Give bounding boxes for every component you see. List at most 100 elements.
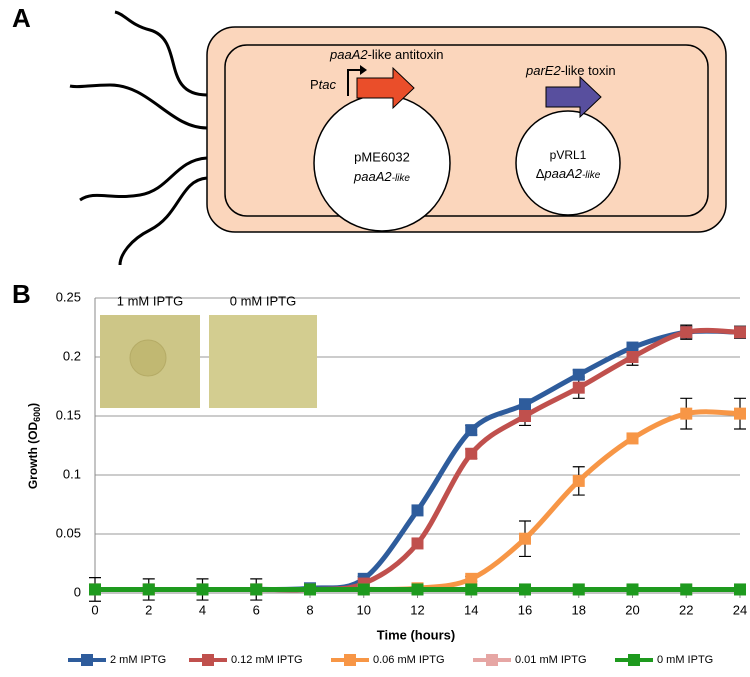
flagellum	[79, 156, 208, 202]
promoter-label: Ptac	[310, 77, 337, 92]
marker	[680, 407, 693, 420]
x-tick-label: 16	[518, 602, 532, 617]
x-tick-label: 20	[625, 602, 639, 617]
gene-name: paaA2	[543, 166, 582, 181]
plasmid-insert: ΔpaaA2-like	[536, 166, 601, 181]
x-tick-label: 0	[91, 602, 98, 617]
label-text: Growth (OD	[26, 422, 40, 490]
x-tick-label: 4	[199, 602, 206, 617]
marker	[734, 407, 746, 420]
x-tick-label: 10	[357, 602, 371, 617]
marker	[572, 368, 585, 381]
marker	[734, 583, 746, 596]
marker	[142, 583, 155, 596]
legend-label: 0.01 mM IPTG	[515, 654, 587, 666]
marker	[572, 381, 585, 394]
marker	[626, 583, 639, 596]
legend-marker	[202, 654, 214, 666]
legend-marker	[628, 654, 640, 666]
halo	[129, 339, 167, 377]
gene-name: paaA2	[353, 169, 392, 184]
marker	[465, 572, 478, 585]
marker	[680, 583, 693, 596]
x-tick-label: 12	[410, 602, 424, 617]
marker	[465, 447, 478, 460]
label-text: Δ	[536, 166, 545, 181]
legend-label: 0 mM IPTG	[657, 654, 713, 666]
marker	[250, 583, 263, 596]
flagella	[69, 10, 208, 266]
legend-marker	[344, 654, 356, 666]
legend-marker	[486, 654, 498, 666]
flagellum	[118, 176, 208, 266]
marker	[411, 504, 424, 517]
toxin-gene	[545, 75, 602, 119]
y-tick-label: 0.2	[63, 348, 81, 363]
y-tick-label: 0.25	[56, 289, 81, 304]
marker	[465, 424, 478, 437]
panel-label: B	[12, 279, 31, 309]
marker	[519, 398, 531, 411]
legend-label: 0.06 mM IPTG	[373, 654, 445, 666]
toxin-label: parE2-like toxin	[525, 63, 616, 78]
flagellum	[69, 83, 208, 130]
gene-name: paaA2	[329, 47, 368, 62]
label-text: P	[310, 77, 319, 92]
plate-photo	[209, 315, 317, 408]
antitoxin-label: paaA2-like antitoxin	[329, 47, 443, 62]
plasmid	[515, 110, 621, 216]
x-tick-label: 18	[572, 602, 586, 617]
marker	[89, 583, 101, 596]
plot: 00.050.10.150.20.250 2 4 6 8 10 12 14 16 18 20 22 24…	[56, 289, 747, 666]
marker	[519, 410, 531, 422]
marker	[680, 326, 693, 339]
legend-label: 0.12 mM IPTG	[231, 654, 303, 666]
label-text: -like antitoxin	[368, 47, 444, 62]
promoter-arrowhead	[360, 65, 367, 75]
x-axis-title: Time (hours)	[377, 627, 456, 642]
y-tick-label: 0	[74, 584, 81, 599]
label-text: -like toxin	[561, 63, 616, 78]
marker	[357, 583, 370, 596]
marker	[626, 351, 639, 363]
label-text: -like	[582, 170, 601, 181]
plasmid-name: pME6032	[354, 149, 410, 164]
flagellum	[114, 10, 208, 97]
label-text: tac	[319, 77, 337, 92]
legend-marker	[81, 654, 93, 666]
y-axis-title: Growth (OD600)	[26, 403, 42, 489]
inset-label: 1 mM IPTG	[117, 293, 183, 308]
marker	[411, 537, 424, 550]
marker	[626, 341, 639, 354]
plasmid-name: pVRL1	[550, 148, 587, 162]
marker	[519, 583, 531, 596]
series-line	[95, 409, 741, 593]
promoter-arrow	[347, 69, 362, 96]
marker	[411, 583, 424, 596]
inset-label: 0 mM IPTG	[230, 293, 296, 308]
cell-membrane	[224, 44, 709, 217]
y-tick-label: 0.15	[56, 407, 81, 422]
x-tick-label: 22	[679, 602, 693, 617]
marker	[304, 583, 316, 596]
gene-name: parE2	[525, 63, 561, 78]
marker	[572, 583, 585, 596]
marker	[572, 474, 585, 487]
label-text: -like	[392, 173, 411, 184]
y-tick-label: 0.05	[56, 525, 81, 540]
plasmid-insert: paaA2-like	[353, 169, 410, 184]
label-text: )	[26, 403, 40, 407]
y-tick-label: 0.1	[63, 466, 81, 481]
x-tick-label: 2	[145, 602, 152, 617]
antitoxin-gene	[356, 66, 415, 110]
marker	[734, 326, 746, 339]
x-tick-label: 8	[306, 602, 313, 617]
marker	[519, 532, 531, 545]
subscript: 600	[32, 407, 42, 422]
x-tick-label: 14	[464, 602, 478, 617]
marker	[626, 432, 639, 445]
marker	[465, 583, 478, 596]
marker	[196, 583, 209, 596]
legend-label: 2 mM IPTG	[110, 654, 166, 666]
